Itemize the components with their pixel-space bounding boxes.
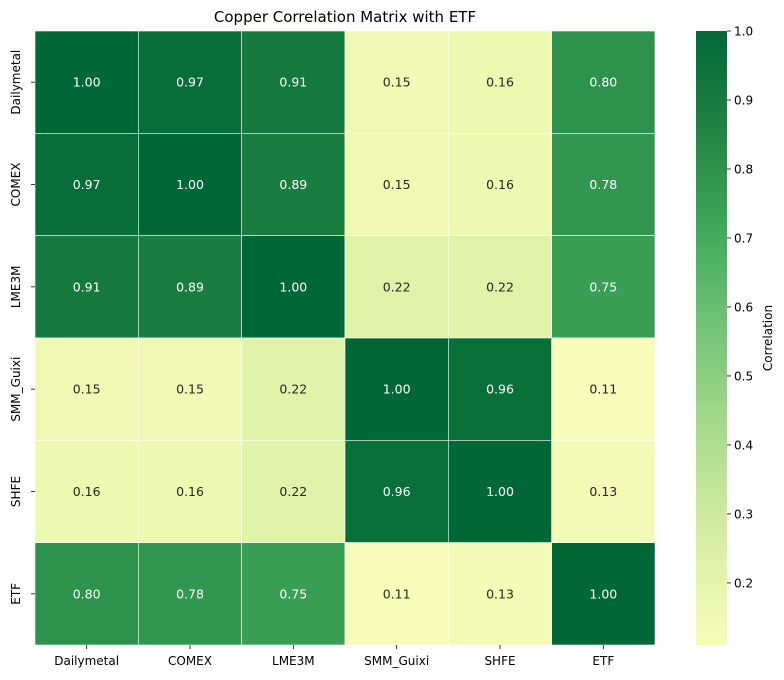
heatmap-cell bbox=[138, 337, 242, 441]
heatmap-cell bbox=[241, 337, 346, 441]
cell-value-label: 0.13 bbox=[589, 484, 617, 499]
cell-value-label: 0.75 bbox=[279, 586, 307, 601]
heatmap-cell bbox=[551, 542, 656, 646]
y-tick-label: COMEX bbox=[9, 163, 23, 207]
cell-value-label: 0.16 bbox=[486, 75, 514, 90]
heatmap-cell bbox=[241, 235, 346, 339]
heatmap-cell bbox=[551, 30, 656, 134]
heatmap-cell bbox=[448, 30, 552, 134]
cell-value-label: 0.22 bbox=[486, 279, 514, 294]
heatmap-cell bbox=[344, 235, 449, 339]
heatmap-cell bbox=[34, 133, 139, 236]
cell-value-label: 0.16 bbox=[486, 177, 514, 192]
cell-value-label: 0.97 bbox=[73, 177, 101, 192]
colorbar-gradient bbox=[696, 31, 727, 645]
heatmap-cells: 1.00 0.97 0.91 0.15 0.16 0.80 0.97 1.00 0.89 0.15… bbox=[34, 30, 656, 646]
colorbar: 0.2 0.3 0.4 0.5 0.6 0.7 0.8 0.9 1.0 Correlation bbox=[696, 25, 775, 645]
heatmap-cell bbox=[241, 440, 346, 543]
cell-value-label: 0.91 bbox=[279, 75, 307, 90]
cell-value-label: 0.22 bbox=[383, 279, 411, 294]
y-tick-label: Dailymetal bbox=[9, 50, 23, 115]
colorbar-tick-label: 0.3 bbox=[734, 507, 753, 521]
colorbar-tick-label: 0.7 bbox=[734, 231, 753, 245]
y-tick-label: SMM_Guixi bbox=[9, 357, 23, 422]
colorbar-tick-label: 0.2 bbox=[734, 576, 753, 590]
heatmap-cell bbox=[448, 440, 552, 543]
x-tick-label: SMM_Guixi bbox=[364, 654, 429, 668]
cell-value-label: 0.96 bbox=[486, 382, 514, 397]
cell-value-label: 0.80 bbox=[589, 75, 617, 90]
y-tick-label: ETF bbox=[9, 583, 23, 605]
heatmap-cell bbox=[551, 133, 656, 236]
colorbar-label: Correlation bbox=[761, 305, 775, 371]
cell-value-label: 0.89 bbox=[279, 177, 307, 192]
cell-value-label: 0.80 bbox=[73, 586, 101, 601]
cell-value-label: 0.22 bbox=[279, 484, 307, 499]
cell-value-label: 0.97 bbox=[176, 75, 204, 90]
heatmap-cell bbox=[448, 542, 552, 646]
x-axis: Dailymetal COMEX LME3M SMM_Guixi SHFE ETF bbox=[54, 645, 614, 668]
x-tick-label: ETF bbox=[592, 654, 614, 668]
cell-value-label: 0.11 bbox=[589, 382, 617, 397]
colorbar-tick-label: 0.5 bbox=[734, 369, 753, 383]
cell-value-label: 0.15 bbox=[176, 382, 204, 397]
cell-value-label: 1.00 bbox=[279, 279, 307, 294]
colorbar-tick-label: 0.6 bbox=[734, 300, 753, 314]
cell-value-label: 0.96 bbox=[383, 484, 411, 499]
colorbar-tick-label: 0.4 bbox=[734, 438, 753, 452]
heatmap-cell bbox=[34, 30, 139, 134]
heatmap-cell bbox=[551, 440, 656, 543]
heatmap-cell bbox=[344, 337, 449, 441]
heatmap-cell bbox=[344, 30, 449, 134]
heatmap-cell bbox=[344, 440, 449, 543]
cell-value-label: 0.16 bbox=[73, 484, 101, 499]
y-axis: Dailymetal COMEX LME3M SMM_Guixi SHFE ETF bbox=[9, 50, 35, 605]
heatmap-cell bbox=[344, 542, 449, 646]
cell-value-label: 0.11 bbox=[383, 586, 411, 601]
cell-value-label: 0.78 bbox=[589, 177, 617, 192]
cell-value-label: 0.15 bbox=[383, 177, 411, 192]
heatmap-cell bbox=[241, 30, 346, 134]
x-tick-label: SHFE bbox=[484, 654, 515, 668]
heatmap-cell bbox=[138, 133, 242, 236]
heatmap-cell bbox=[448, 337, 552, 441]
colorbar-tick-label: 0.9 bbox=[734, 93, 753, 107]
cell-value-label: 0.15 bbox=[383, 75, 411, 90]
heatmap-cell bbox=[448, 235, 552, 339]
cell-value-label: 0.78 bbox=[176, 586, 204, 601]
cell-value-label: 1.00 bbox=[383, 382, 411, 397]
cell-value-label: 1.00 bbox=[176, 177, 204, 192]
y-tick-label: SHFE bbox=[9, 476, 23, 507]
heatmap-cell bbox=[344, 133, 449, 236]
chart-title: Copper Correlation Matrix with ETF bbox=[214, 8, 476, 26]
colorbar-tick-label: 1.0 bbox=[734, 25, 753, 39]
cell-value-label: 0.89 bbox=[176, 279, 204, 294]
x-tick-label: Dailymetal bbox=[54, 654, 119, 668]
heatmap-cell bbox=[138, 440, 242, 543]
colorbar-tick-label: 0.8 bbox=[734, 162, 753, 176]
cell-value-label: 1.00 bbox=[73, 75, 101, 90]
heatmap-cell bbox=[34, 440, 139, 543]
cell-value-label: 0.91 bbox=[73, 279, 101, 294]
heatmap-cell bbox=[34, 235, 139, 339]
cell-value-label: 0.15 bbox=[73, 382, 101, 397]
cell-value-label: 0.75 bbox=[589, 279, 617, 294]
heatmap-cell bbox=[551, 337, 656, 441]
cell-value-label: 0.16 bbox=[176, 484, 204, 499]
x-tick-label: LME3M bbox=[272, 654, 315, 668]
heatmap-cell bbox=[34, 542, 139, 646]
cell-value-label: 0.13 bbox=[486, 586, 514, 601]
heatmap-cell bbox=[34, 337, 139, 441]
cell-value-label: 1.00 bbox=[486, 484, 514, 499]
y-tick-label: LME3M bbox=[9, 266, 23, 309]
cell-value-label: 0.22 bbox=[279, 382, 307, 397]
x-tick-label: COMEX bbox=[168, 654, 212, 668]
cell-value-label: 1.00 bbox=[589, 586, 617, 601]
heatmap-cell bbox=[551, 235, 656, 339]
heatmap-cell bbox=[138, 235, 242, 339]
heatmap-cell bbox=[138, 30, 242, 134]
